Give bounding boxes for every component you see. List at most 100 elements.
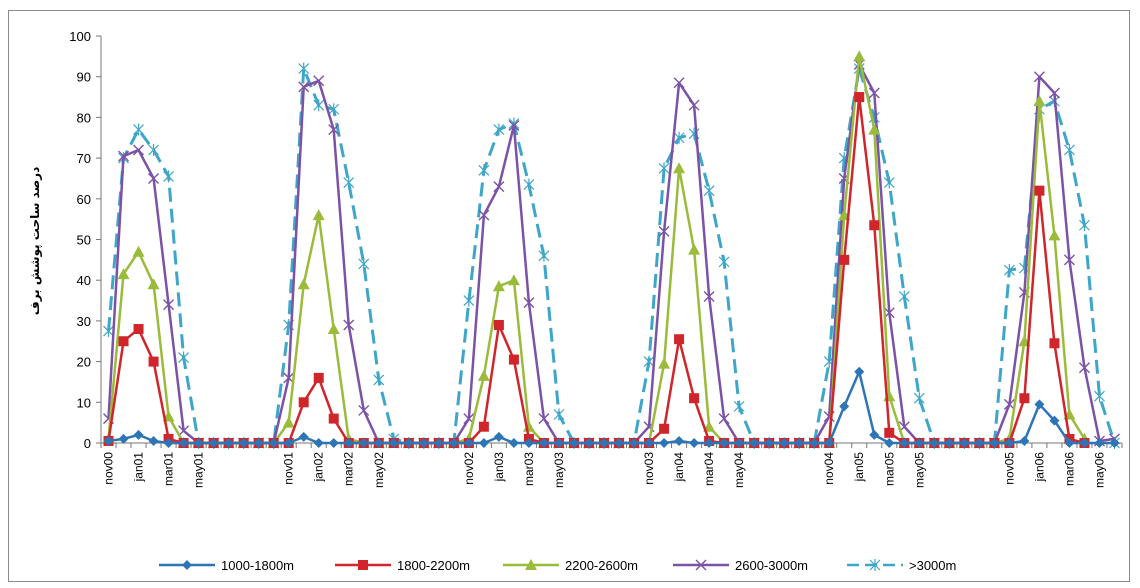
data-point: [764, 438, 775, 448]
data-point: [695, 559, 707, 571]
x-tick-label: mar01: [162, 452, 176, 486]
data-point: [779, 438, 790, 448]
data-point: [328, 124, 340, 136]
data-point: [178, 351, 190, 364]
legend-label: >3000m: [909, 558, 956, 573]
data-point: [688, 99, 700, 111]
x-tick-label: nov01: [282, 452, 296, 485]
data-point: [297, 278, 310, 290]
data-point: [673, 77, 685, 89]
data-point: [913, 392, 925, 405]
y-axis-label: درصد ساحت پوشش برف: [28, 167, 43, 316]
data-point: [538, 413, 550, 425]
data-point: [117, 268, 130, 280]
x-tick-label: mar03: [522, 452, 536, 486]
line-chart: 0 10 20 30 40 50 60 70 80 90 100 nov00 jan01 mar01 ma…: [28, 29, 1123, 573]
data-point: [448, 438, 459, 448]
data-point: [674, 334, 685, 345]
data-point: [163, 438, 174, 448]
data-point: [868, 123, 881, 135]
data-point: [327, 323, 340, 335]
data-point: [313, 99, 325, 112]
y-tick-label: 20: [77, 355, 91, 370]
data-point: [869, 220, 880, 231]
x-tick-label: mar04: [702, 452, 716, 486]
data-point: [734, 438, 745, 448]
y-tick-label: 0: [84, 436, 91, 451]
data-point: [629, 438, 640, 448]
data-point: [298, 397, 309, 408]
data-point: [343, 438, 354, 448]
data-point: [328, 103, 340, 116]
legend-item: 2600-3000m: [673, 558, 808, 573]
x-tick-label: nov04: [822, 452, 836, 485]
y-tick-label: 10: [77, 395, 91, 410]
data-point: [1033, 71, 1045, 83]
data-point: [463, 294, 475, 307]
data-point: [343, 176, 355, 189]
data-point: [658, 225, 670, 237]
data-point: [477, 369, 490, 381]
data-point: [493, 181, 505, 193]
data-point: [358, 257, 370, 270]
data-point: [703, 290, 715, 302]
x-tick-label: nov03: [642, 452, 656, 485]
data-point: [147, 278, 160, 290]
data-point: [298, 62, 310, 75]
chart-frame: 0 10 20 30 40 50 60 70 80 90 100 nov00 jan01 mar01 ma…: [8, 10, 1130, 582]
data-point: [268, 438, 279, 448]
x-tick-label: jan02: [312, 452, 326, 483]
data-point: [313, 438, 324, 448]
series-2600-3000m: [103, 58, 1120, 449]
x-tick-label: nov05: [1002, 452, 1016, 485]
data-point: [1079, 438, 1090, 448]
data-point: [899, 438, 910, 448]
data-point: [659, 423, 670, 434]
data-point: [182, 560, 192, 570]
data-point: [884, 438, 895, 448]
y-tick-label: 30: [77, 314, 91, 329]
y-tick-label: 60: [77, 192, 91, 207]
data-point: [133, 144, 145, 156]
data-point: [523, 178, 535, 191]
x-tick-label: mar02: [342, 452, 356, 486]
x-tick-label: may05: [912, 452, 926, 488]
data-point: [644, 438, 655, 448]
legend-item: 1800-2200m: [335, 558, 470, 573]
data-point: [854, 366, 865, 377]
data-point: [719, 438, 730, 448]
data-point: [1079, 219, 1090, 232]
data-point: [478, 438, 489, 448]
data-point: [839, 254, 850, 265]
x-tick-label: jan04: [672, 452, 686, 483]
data-point: [1003, 264, 1015, 277]
series-1000-1800m: [103, 366, 1120, 448]
data-point: [373, 438, 384, 448]
data-point: [193, 438, 204, 448]
data-point: [1033, 95, 1046, 107]
data-point: [508, 120, 520, 132]
data-point: [854, 92, 865, 103]
data-point: [1094, 390, 1105, 403]
series-1800-2200m: [103, 92, 1090, 448]
y-tick-label: 80: [77, 110, 91, 125]
data-point: [794, 438, 805, 448]
legend-item: 2200-2600m: [503, 558, 638, 573]
legend-label: 1800-2200m: [397, 558, 470, 573]
data-point: [883, 176, 895, 189]
data-point: [1064, 143, 1075, 156]
data-point: [884, 427, 895, 438]
y-tick-label: 100: [69, 29, 91, 44]
data-point: [614, 438, 625, 448]
series-line: [107, 55, 1086, 445]
data-point: [493, 431, 504, 442]
data-point: [749, 438, 760, 448]
legend-label: 2200-2600m: [565, 558, 638, 573]
x-tick-label: may01: [192, 452, 206, 488]
data-point: [1034, 185, 1045, 196]
data-point: [508, 438, 519, 448]
data-point: [703, 184, 715, 197]
data-point: [178, 438, 189, 448]
data-point: [253, 438, 264, 448]
y-tick-label: 50: [77, 233, 91, 248]
